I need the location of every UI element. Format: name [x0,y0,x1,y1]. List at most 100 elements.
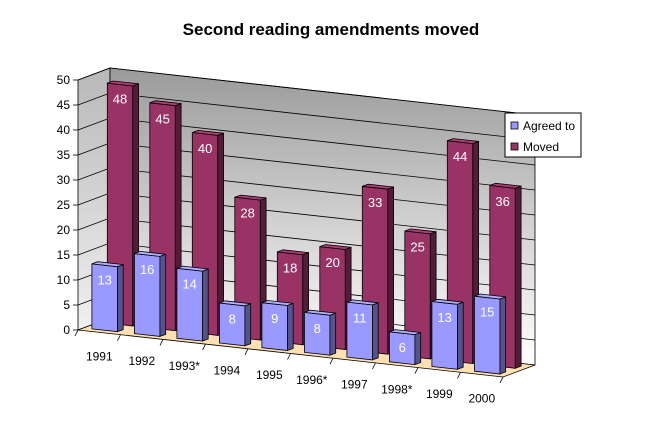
y-tick-label: 40 [57,123,71,137]
data-label: 45 [155,111,169,126]
x-tick-mark [74,329,79,337]
data-label: 11 [353,311,367,326]
bar-top-face [107,80,139,87]
bar-side-face [456,301,464,370]
bar-top-face [192,129,224,136]
bar-top-face [431,298,464,305]
x-tick-mark [287,353,291,360]
x-tick-mark [372,362,376,370]
data-label: 28 [240,206,254,221]
bar-agreed-to-1997: 11 [346,299,379,361]
bar-front-face [261,302,288,351]
x-tick-mark [202,343,206,351]
bar-top-face [319,244,352,250]
x-tick-label: 1999 [426,387,453,401]
bar-agreed-to-1998: 6 [388,329,422,366]
x-tick-mark [117,334,121,341]
x-tick-label: 1996* [296,373,328,387]
y-tick-label: 45 [57,98,71,112]
bar-top-face [176,265,209,272]
y-tick-label: 20 [57,223,71,237]
legend-swatch [510,121,519,130]
bar-side-face [244,303,252,347]
bar-agreed-to-2000: 15 [473,293,507,375]
bar-top-face [304,309,336,316]
data-label: 9 [271,311,278,326]
data-label: 15 [480,305,494,320]
bar-agreed-to-1994: 8 [218,300,252,347]
bar-agreed-to-1996: 8 [303,309,337,356]
data-label: 16 [140,262,154,277]
data-label: 36 [495,194,509,209]
bar-agreed-to-1995: 9 [261,300,294,352]
x-tick-label: 1998* [381,382,413,396]
y-tick-label: 35 [57,148,71,162]
legend-label: Moved [523,140,559,154]
bar-top-face [91,261,124,268]
bar-top-face [362,183,394,190]
data-label: 13 [97,272,111,287]
x-tick-mark [159,339,164,346]
bar-top-face [447,138,479,145]
bar-top-face [219,300,251,307]
y-tick-label: 50 [57,73,71,87]
bar-top-face [404,228,437,235]
legend-label: Agreed to [523,119,575,133]
y-tick-label: 25 [57,198,71,212]
gridline [77,67,536,116]
y-tick-label: 10 [57,273,71,287]
y-tick-label: 15 [57,248,71,262]
bar-side-face [499,296,507,375]
bar-top-face [234,194,267,201]
bar-side-face [329,312,337,356]
bar-top-face [389,329,421,336]
bar-agreed-to-1991: 13 [91,261,124,333]
bar-side-face [159,253,167,337]
data-label: 18 [283,260,297,275]
x-tick-label: 2000 [468,392,495,406]
bar-top-face [134,250,166,257]
bar-agreed-to-1999: 13 [431,298,464,370]
bar-top-face [346,299,379,306]
x-tick-label: 1994 [213,363,240,377]
bar-side-face [414,331,422,366]
x-tick-label: 1993* [169,359,201,373]
x-tick-mark [414,367,419,374]
bar-agreed-to-1993: 14 [176,265,209,342]
data-label: 20 [325,255,339,270]
data-label: 33 [368,195,382,210]
legend: Agreed to Moved [504,112,582,158]
bar-top-face [474,293,506,300]
bar-side-face [286,302,294,352]
data-label: 40 [198,141,212,156]
data-label: 6 [399,340,406,355]
bar-top-face [149,100,182,107]
bar-agreed-to-1992: 16 [133,250,167,337]
bar-top-face [489,182,522,189]
bar-side-face [514,185,522,369]
bar-side-face [117,264,124,333]
bar-side-face [387,186,395,355]
data-label: 13 [437,310,451,325]
y-tick-label: 0 [63,323,70,337]
data-label: 48 [113,92,127,107]
x-tick-label: 1991 [86,349,113,363]
x-tick-mark [329,358,334,365]
data-label: 44 [453,149,467,164]
x-tick-mark [499,376,504,384]
data-label: 14 [182,277,196,292]
x-tick-label: 1997 [341,378,368,392]
x-tick-mark [244,348,249,355]
data-label: 8 [314,321,321,336]
chart-title: Second reading amendments moved [183,20,480,39]
y-tick-label: 30 [57,173,71,187]
y-tick-label: 5 [63,298,70,312]
bar-side-face [201,268,209,342]
legend-swatch [510,142,519,151]
data-label: 25 [410,239,424,254]
x-tick-label: 1995 [256,368,283,382]
bar-top-face [261,300,294,306]
x-tick-label: 1992 [128,354,155,368]
